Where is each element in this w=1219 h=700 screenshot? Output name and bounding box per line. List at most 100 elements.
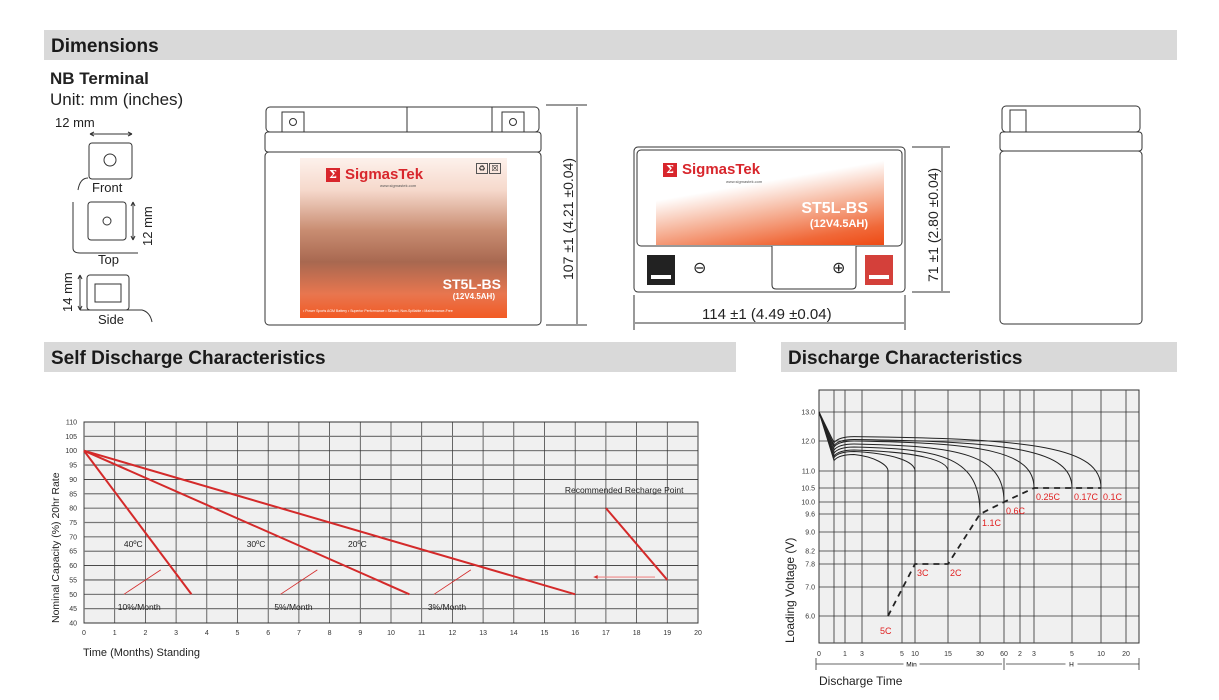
x-tick-label: 11	[418, 630, 425, 637]
brand-logo-top: Σ SigmasTek	[663, 161, 760, 178]
terminal-title: NB Terminal	[50, 69, 149, 88]
self-discharge-header: Self Discharge Characteristics	[44, 342, 736, 372]
website: www.sigmastek.com	[726, 179, 763, 184]
x-tick-label: 1	[113, 630, 117, 637]
unit-label-h: H	[1069, 662, 1074, 669]
model-spec: (12V4.5AH)	[809, 218, 868, 230]
x-tick-label: 30	[976, 651, 984, 658]
y-tick-label: 12.0	[801, 439, 815, 446]
x-tick-label: 20	[694, 630, 702, 637]
x-tick-label: 60	[1000, 651, 1008, 658]
positive-terminal	[865, 255, 893, 285]
features-text: • Power Sports AGM Battery • Superior Pe…	[303, 309, 453, 313]
terminal-width-label: 12 mm	[55, 115, 95, 130]
x-tick-label: 5	[900, 651, 904, 658]
recharge-arrow	[605, 507, 669, 581]
y-tick-label: 7.8	[805, 562, 815, 569]
y-tick-label: 80	[69, 506, 77, 513]
y-axis-label: Loading Voltage (V)	[783, 538, 797, 643]
x-tick-label: 13	[479, 630, 487, 637]
x-tick-label: 0	[817, 651, 821, 658]
x-tick-label: 19	[663, 630, 671, 637]
unit-bg	[903, 660, 920, 668]
series-line-1	[83, 449, 410, 596]
y-tick-label: 13.0	[801, 410, 815, 417]
rate-label: 0.25C	[1036, 492, 1061, 502]
unit-label: Unit: mm (inches)	[50, 90, 184, 109]
y-axis-label: Nominal Capacity (%) 20hr Rate	[50, 472, 62, 623]
x-tick-label: 1	[843, 651, 847, 658]
y-tick-label: 11.0	[802, 469, 815, 476]
x-tick-label: 16	[571, 630, 579, 637]
x-axis-label: Discharge Time	[819, 674, 903, 688]
discharge-curve-0.6C	[818, 411, 1005, 503]
x-tick-label: 10	[387, 630, 395, 637]
x-tick-label: 7	[297, 630, 301, 637]
x-axis-label: Time (Months) Standing	[83, 647, 200, 659]
rate-label: 0.6C	[1006, 506, 1026, 516]
recycle-icon: ♻	[476, 163, 488, 174]
x-tick-label: 15	[541, 630, 549, 637]
positive-symbol: ⊕	[832, 260, 846, 277]
x-tick-label: 18	[633, 630, 641, 637]
x-tick-label: 2	[1018, 651, 1022, 658]
discharge-chart: 0 1 3 5 10 15 30 60 2 3 5 10 20 13.0 12.0 11.0 10.5 10.0 9…	[783, 389, 1140, 688]
unit-label-min: Min	[906, 662, 917, 669]
x-tick-label: 8	[328, 630, 332, 637]
x-tick-label: 10	[911, 651, 919, 658]
y-tick-label: 9.6	[805, 512, 815, 519]
battery-front-label: Σ SigmasTek www.sigmastek.com ♻ ☒ ST5L-BS…	[300, 158, 507, 318]
y-tick-label: 8.2	[805, 549, 815, 556]
y-tick-label: 60	[69, 563, 77, 570]
arrow-head	[593, 575, 598, 580]
website: www.sigmastek.com	[380, 183, 417, 188]
rate-label: 2C	[950, 568, 962, 578]
y-tick-label: 9.0	[805, 530, 815, 537]
x-tick-label: 2	[143, 630, 147, 637]
y-tick-label: 45	[69, 606, 77, 613]
model-name: ST5L-BS	[442, 276, 501, 292]
discharge-curve-5C	[818, 411, 889, 616]
battery-side-outline	[999, 105, 1143, 325]
x-tick-label: 17	[602, 630, 610, 637]
brand-name: SigmasTek	[682, 161, 761, 178]
y-tick-label: 75	[69, 520, 77, 527]
x-tick-label: 5	[236, 630, 240, 637]
discharge-curve-2C	[818, 411, 949, 564]
rate-label: 10%/Month	[118, 602, 161, 612]
x-tick-label: 14	[510, 630, 518, 637]
rate-label: 1.1C	[982, 518, 1002, 528]
terminal-top-height-label: 12 mm	[140, 206, 155, 246]
battery-top-label: Σ SigmasTek www.sigmastek.com ST5L-BS (12…	[656, 155, 884, 245]
sigma-icon: Σ	[326, 167, 340, 182]
y-tick-label: 65	[69, 549, 77, 556]
annotation-text: Recommended Recharge Point	[565, 485, 684, 495]
y-tick-label: 100	[65, 448, 77, 455]
sigma-icon: Σ	[663, 162, 677, 177]
y-tick-label: 10.0	[801, 500, 815, 507]
terminal-drawing	[72, 131, 153, 323]
x-tick-label: 3	[860, 651, 864, 658]
series-line-2	[83, 449, 576, 596]
negative-symbol: ⊖	[693, 260, 707, 277]
model-name: ST5L-BS	[801, 200, 868, 217]
x-tick-label: 12	[449, 630, 457, 637]
discharge-curve-3C	[818, 411, 916, 564]
x-tick-label: 15	[944, 651, 952, 658]
length-dimension: 114 ±1 (4.49 ±0.04)	[702, 306, 832, 323]
side-label: Side	[98, 312, 125, 327]
series-line-0	[83, 450, 193, 595]
terminal-side-height-label: 14 mm	[60, 272, 75, 312]
front-label: Front	[92, 180, 123, 195]
rate-label: 0.1C	[1103, 492, 1123, 502]
y-tick-label: 90	[69, 477, 77, 484]
series-label: 30ºC	[247, 539, 266, 549]
y-tick-label: 95	[69, 463, 77, 470]
negative-terminal	[647, 255, 675, 285]
x-tick-label: 20	[1122, 651, 1130, 658]
rate-arrow	[280, 569, 318, 595]
y-tick-label: 7.0	[805, 585, 815, 592]
x-tick-label: 4	[205, 630, 209, 637]
y-tick-label: 105	[65, 434, 77, 441]
y-tick-label: 110	[66, 420, 77, 427]
